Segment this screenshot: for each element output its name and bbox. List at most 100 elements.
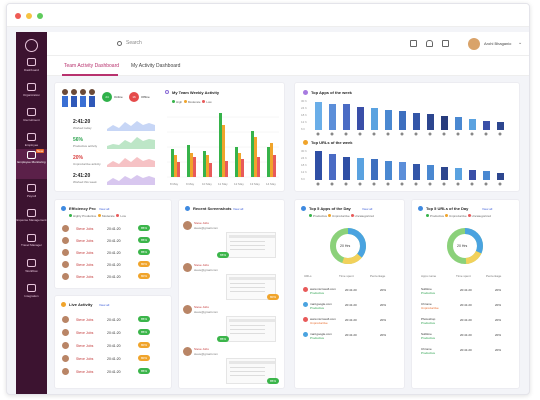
- avatar: [62, 316, 69, 323]
- sidebar-item-dashboard[interactable]: Dashboard: [16, 56, 47, 82]
- top-urls-title: Top URLs of the week: [311, 140, 353, 145]
- table-row[interactable]: Chrome Productive 20:41:20 20%: [421, 347, 502, 355]
- chevron-down-icon[interactable]: ⌄: [518, 40, 523, 46]
- top-urls-day-card: Top 5 URLs of the Day View all Productiv…: [411, 199, 520, 389]
- table-row[interactable]: Photoshop Productive 20:41:20 20%: [421, 317, 502, 325]
- overview-card: 24 Online 16 Offline 2:41:20 Worked toda…: [54, 82, 285, 192]
- sidebar: Dashboard Organization Recruitment Emplo…: [16, 32, 47, 394]
- top-urls-day-icon: [418, 206, 423, 211]
- screenshot-item[interactable]: Steve Jobs steve@gmail.com 85%: [179, 302, 284, 342]
- expense-icon: [27, 209, 36, 217]
- minimize-dot[interactable]: [26, 13, 32, 19]
- live-activity-title: Live Activity: [69, 302, 93, 307]
- user-name[interactable]: Arohi Bhaganio: [484, 41, 512, 46]
- calendar-icon[interactable]: [410, 40, 417, 47]
- svg-text:30 h: 30 h: [301, 99, 307, 103]
- col-header-pct[interactable]: Percentage: [486, 274, 502, 278]
- organization-icon: [27, 83, 36, 91]
- live-activity-icon: [61, 302, 66, 307]
- svg-text:12 h: 12 h: [301, 170, 307, 174]
- svg-text:24 h: 24 h: [301, 156, 307, 160]
- dashboard-icon: [27, 58, 36, 66]
- tab-my-activity[interactable]: My Activity Dashboard: [131, 63, 181, 69]
- payroll-icon: [27, 184, 36, 192]
- svg-text:30 h: 30 h: [301, 149, 307, 153]
- chat-icon[interactable]: [442, 40, 449, 47]
- col-header-apps[interactable]: Apps name: [421, 274, 437, 278]
- weekly-legend: High Moderate Low: [172, 100, 212, 104]
- top-urls-icon: [303, 140, 308, 145]
- urls-donut-chart: [447, 228, 483, 264]
- avatar[interactable]: [468, 38, 480, 50]
- screenshot-item[interactable]: Steve Jobs steve@gmail.com 85%: [179, 344, 284, 384]
- score-pill: 85%: [138, 368, 150, 374]
- top-apps-week-card: Top Apps of the week 30 h 24 h 18 h 12 h 6 h…: [294, 82, 520, 192]
- bell-icon[interactable]: [426, 40, 433, 47]
- workflow-icon: [27, 259, 36, 267]
- table-row[interactable]: Sublime Productive 20:41:20 20%: [421, 332, 502, 340]
- screenshots-view-all[interactable]: View all: [233, 207, 244, 211]
- weekly-activity-chart: 8 May 9 May 10 May 11 May 12 May 13 May 14 May: [167, 113, 279, 186]
- table-row[interactable]: mail.google.com Productive 20:41:20 20%: [295, 332, 404, 346]
- avatar: [183, 305, 192, 314]
- new-badge: New: [36, 149, 45, 153]
- screenshot-item[interactable]: Steve Jobs steve@gmail.com 80%: [179, 260, 284, 300]
- tab-team-activity[interactable]: Team Activity Dashboard: [64, 63, 120, 69]
- col-header-pct[interactable]: Percentage: [370, 274, 386, 278]
- top-apps-day-view-all[interactable]: View all: [362, 207, 373, 211]
- table-row[interactable]: mail.google.com Productive 20:41:20 20%: [295, 302, 404, 316]
- sidebar-item-payroll[interactable]: Payroll: [16, 182, 47, 208]
- table-row[interactable]: Sublime Productive 20:41:20 20%: [421, 287, 502, 295]
- score-pill: 85%: [138, 329, 150, 335]
- sidebar-item-organization[interactable]: Organization: [16, 81, 47, 107]
- score-pill: 85%: [138, 249, 150, 255]
- svg-text:12 May: 12 May: [234, 182, 244, 186]
- screenshots-icon: [185, 206, 190, 211]
- score-pill: 85%: [138, 316, 150, 322]
- svg-text:10 May: 10 May: [202, 182, 212, 186]
- svg-text:9 May: 9 May: [186, 182, 195, 186]
- sidebar-item-employee-monitoring[interactable]: New Employee Monitoring: [16, 149, 47, 179]
- search-input[interactable]: Search: [126, 40, 142, 46]
- top-apps-icon: [303, 90, 308, 95]
- top-bar: Search Arohi Bhaganio ⌄: [47, 32, 529, 56]
- col-header-time[interactable]: Time spent: [339, 274, 354, 278]
- table-row[interactable]: www.microsoft.com Productive 20:41:20 20%: [295, 287, 404, 301]
- table-row[interactable]: www.microsoft.com Unproductive 20:41:20 20%: [295, 317, 404, 331]
- sidebar-item-expense[interactable]: Expense Management: [16, 207, 47, 233]
- sidebar-item-employee[interactable]: Employee: [16, 131, 47, 157]
- sidebar-item-travel[interactable]: Travel Manager: [16, 232, 47, 258]
- maximize-dot[interactable]: [37, 13, 43, 19]
- efficiency-view-all[interactable]: View all: [99, 207, 110, 211]
- site-favicon-icon: [303, 317, 308, 322]
- score-pill: 80%: [138, 261, 150, 267]
- col-header-time[interactable]: Time spent: [456, 274, 471, 278]
- avatar: [62, 368, 69, 375]
- app-logo-icon[interactable]: [25, 39, 38, 52]
- screenshot-thumbnail[interactable]: [226, 232, 276, 258]
- screenshot-item[interactable]: Steve Jobs steve@gmail.com 65%: [179, 218, 284, 258]
- apps-donut-center: 20 Hrs: [340, 244, 351, 248]
- avatar: [183, 263, 192, 272]
- table-row[interactable]: Chrome Unproductive 20:41:20 20%: [421, 302, 502, 310]
- avatar: [62, 342, 69, 349]
- top-urls-day-title: Top 5 URLs of the Day: [426, 206, 469, 211]
- efficiency-card: Efficiency Pro View all Highly Productiv…: [54, 199, 172, 289]
- col-header-urls[interactable]: URLs: [304, 274, 312, 278]
- screenshots-card: Recent Screenshots View all Steve Jobs s…: [178, 199, 285, 389]
- sidebar-item-integration[interactable]: Integration: [16, 282, 47, 308]
- sidebar-item-recruitment[interactable]: Recruitment: [16, 106, 47, 132]
- top-urls-chart: 30 h 24 h 18 h 12 h 6 h: [301, 149, 504, 186]
- top-urls-day-legend: Productive Unproductive Uncategorized: [426, 214, 491, 218]
- screenshot-thumbnail[interactable]: [226, 316, 276, 342]
- avatar: [62, 355, 69, 362]
- top-urls-day-view-all[interactable]: View all: [482, 207, 493, 211]
- live-view-all[interactable]: View all: [99, 303, 110, 307]
- close-dot[interactable]: [15, 13, 21, 19]
- sidebar-item-workflow[interactable]: Workflow: [16, 257, 47, 283]
- score-pill: 80%: [138, 273, 150, 279]
- apps-donut-chart: [330, 228, 366, 264]
- avatar: [62, 249, 69, 256]
- recruitment-icon: [27, 108, 36, 116]
- team-illustration: [62, 89, 95, 107]
